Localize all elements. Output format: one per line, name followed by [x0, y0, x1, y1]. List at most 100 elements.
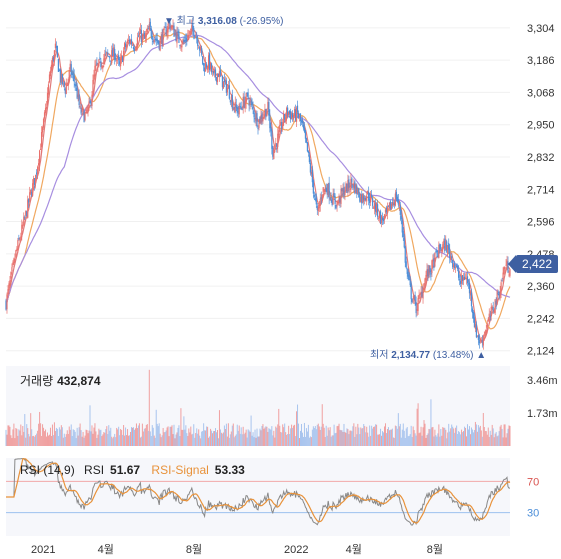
volume-bar	[45, 429, 47, 446]
candle-body	[329, 198, 331, 200]
volume-bar	[193, 424, 195, 446]
volume-tick-label: 3.46m	[527, 375, 558, 387]
candle-body	[249, 100, 251, 105]
candle-body	[164, 26, 166, 28]
volume-bar	[56, 428, 58, 446]
price-tick-label: 2,832	[527, 152, 555, 164]
candle-body	[215, 77, 218, 82]
candle-body	[402, 230, 404, 238]
volume-bar	[223, 425, 225, 446]
candle-body	[112, 48, 114, 56]
candle-body	[55, 46, 57, 48]
candle-body	[366, 195, 368, 202]
candle-body	[204, 67, 206, 72]
candle-body	[232, 107, 234, 111]
candle-body	[123, 43, 126, 50]
candle-body	[7, 289, 9, 295]
candle-body	[124, 43, 127, 48]
volume-bar	[206, 426, 208, 446]
volume-bar	[20, 424, 22, 446]
volume-bar	[341, 430, 343, 446]
candle-body	[352, 184, 354, 188]
candle-body	[247, 92, 249, 99]
candle-body	[473, 317, 476, 328]
candle-body	[43, 112, 46, 119]
volume-bar	[401, 429, 403, 446]
candle-body	[129, 40, 132, 45]
x-axis: 2021 4월 8월 2022 4월 8월	[31, 543, 443, 556]
volume-bar	[484, 430, 486, 446]
volume-bar	[42, 424, 44, 446]
volume-bar	[304, 436, 306, 446]
volume-bar	[236, 424, 238, 446]
volume-bar	[155, 409, 157, 446]
candle-body	[157, 40, 159, 43]
candle-body	[196, 36, 198, 39]
volume-bar	[59, 429, 61, 446]
volume-bar	[295, 436, 297, 446]
volume-bar	[101, 436, 103, 446]
volume-bar	[356, 434, 358, 446]
volume-bar	[407, 436, 409, 446]
volume-legend-name: 거래량	[20, 374, 54, 388]
candle-body	[155, 38, 157, 41]
volume-bar	[393, 437, 395, 446]
candle-body	[159, 38, 161, 51]
volume-bar	[213, 431, 215, 446]
volume-bar	[381, 435, 383, 446]
candle-body	[346, 183, 348, 193]
volume-bar	[163, 432, 165, 446]
candle-body	[292, 115, 295, 120]
volume-bar	[343, 423, 345, 446]
candle-body	[308, 155, 310, 163]
volume-bar	[483, 427, 485, 446]
candle-body	[386, 206, 389, 214]
candle-body	[296, 105, 299, 113]
candle-body	[197, 38, 199, 47]
volume-bar	[357, 423, 359, 446]
candle-body	[319, 198, 321, 206]
candle-body	[218, 71, 221, 77]
candle-body	[355, 184, 357, 194]
volume-bar	[448, 423, 450, 446]
volume-bar	[500, 424, 502, 446]
volume-bar	[489, 430, 491, 446]
candle-body	[443, 240, 445, 245]
candle-body	[85, 108, 87, 113]
volume-bar	[294, 424, 296, 446]
volume-bar	[226, 436, 228, 446]
candle-body	[379, 211, 382, 225]
volume-bar	[24, 414, 26, 446]
candle-body	[252, 106, 254, 110]
candle-body	[167, 23, 169, 33]
volume-bar	[277, 424, 279, 446]
low-marker-pct: (13.48%)	[432, 350, 474, 361]
volume-bar	[53, 422, 55, 446]
volume-bar	[508, 425, 510, 446]
candle-body	[59, 69, 61, 83]
candle-body	[130, 39, 133, 45]
volume-bar	[138, 423, 140, 446]
volume-bar	[485, 431, 487, 446]
candle-body	[462, 277, 465, 281]
candle-body	[337, 202, 339, 204]
volume-bar	[67, 433, 69, 446]
volume-bar	[317, 423, 319, 446]
volume-bar	[278, 408, 280, 446]
volume-bar	[242, 426, 244, 446]
volume-bar	[299, 430, 301, 446]
volume-bar	[325, 425, 327, 446]
volume-bar	[46, 436, 48, 446]
volume-bar	[157, 426, 159, 446]
candle-body	[142, 35, 144, 37]
candle-body	[165, 27, 167, 36]
volume-bar	[315, 429, 317, 446]
candle-body	[420, 291, 422, 295]
candle-body	[21, 224, 23, 237]
volume-bar	[309, 436, 311, 446]
volume-bar	[200, 438, 202, 446]
candle-body	[30, 189, 32, 194]
volume-bar	[491, 424, 493, 446]
candle-body	[202, 56, 204, 64]
candle-body	[150, 28, 152, 37]
